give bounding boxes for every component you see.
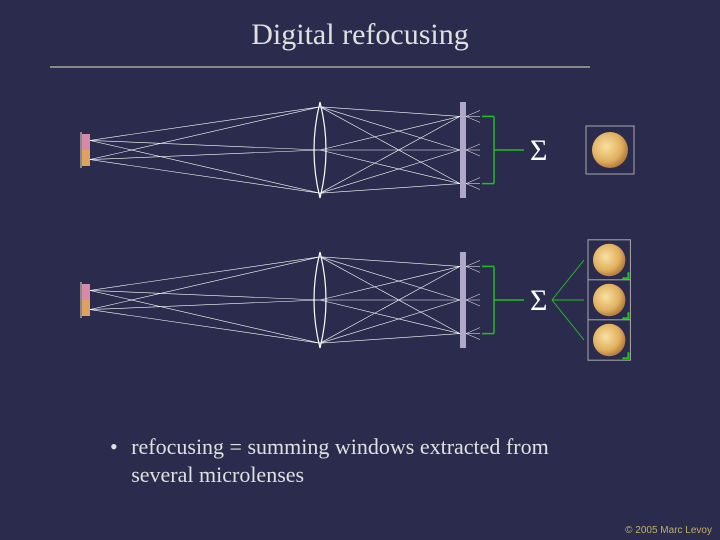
slide-title: Digital refocusing bbox=[0, 18, 720, 52]
svg-text:Σ: Σ bbox=[530, 284, 547, 317]
bullet-line: • refocusing = summing windows extracted… bbox=[110, 433, 630, 490]
svg-text:Σ: Σ bbox=[530, 134, 547, 167]
copyright: © 2005 Marc Levoy bbox=[625, 525, 712, 536]
diagram-area: ΣΣ bbox=[0, 90, 720, 430]
optical-diagram: ΣΣ bbox=[0, 90, 720, 430]
title-divider bbox=[50, 66, 590, 68]
bullet-text: refocusing = summing windows extracted f… bbox=[131, 433, 611, 490]
bullet-dot: • bbox=[110, 433, 118, 462]
